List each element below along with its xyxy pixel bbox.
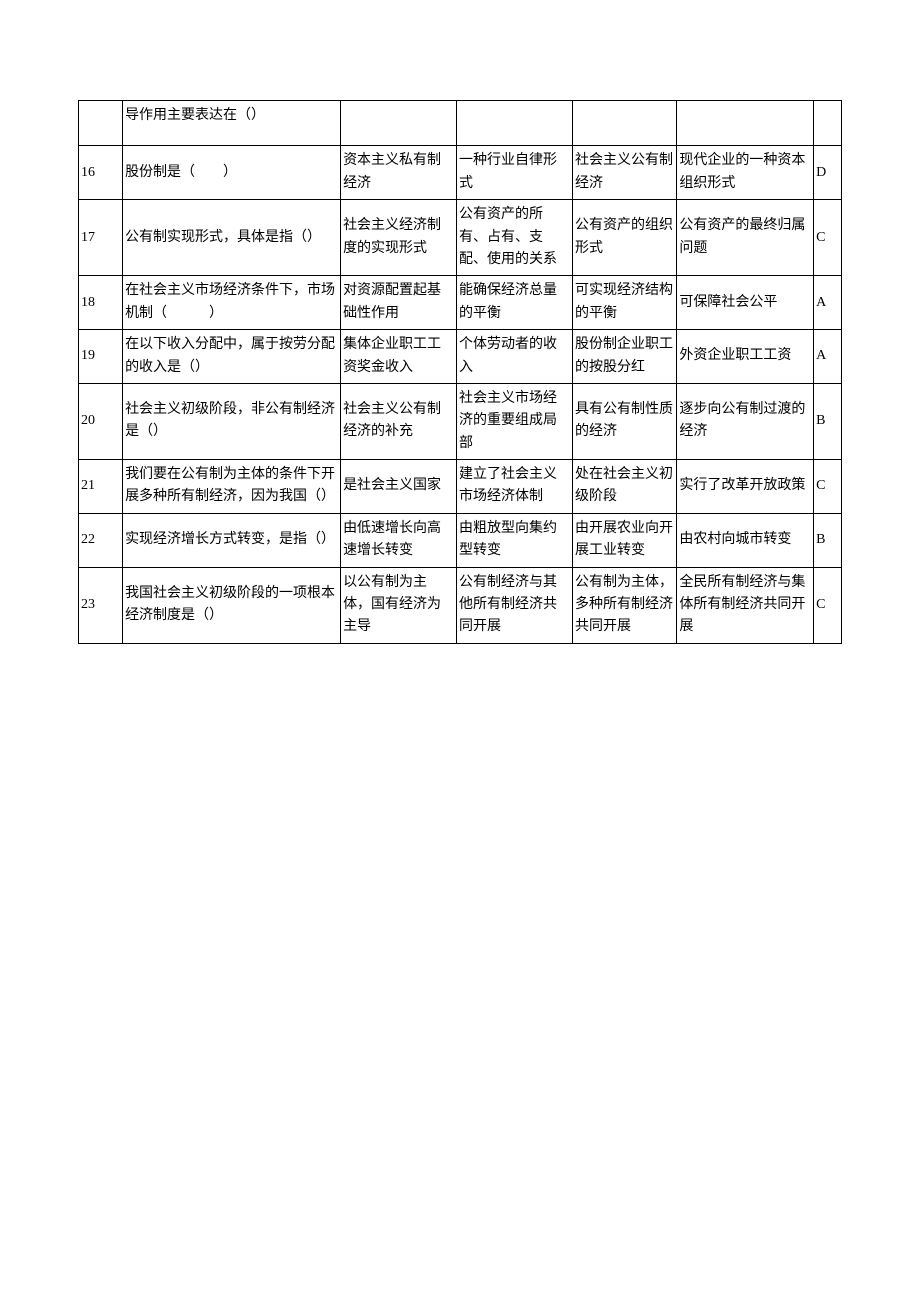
cell-answer bbox=[814, 101, 842, 146]
cell-number: 16 bbox=[79, 146, 123, 200]
cell-number: 21 bbox=[79, 460, 123, 514]
cell-option-a: 资本主义私有制经济 bbox=[341, 146, 457, 200]
cell-question: 社会主义初级阶段，非公有制经济是（） bbox=[123, 383, 341, 459]
table-row: 19在以下收入分配中，属于按劳分配的收入是（）集体企业职工工资奖金收入个体劳动者… bbox=[79, 330, 842, 384]
cell-option-a: 以公有制为主体，国有经济为主导 bbox=[341, 567, 457, 643]
table-row: 23我国社会主义初级阶段的一项根本经济制度是（）以公有制为主体，国有经济为主导公… bbox=[79, 567, 842, 643]
cell-option-d: 现代企业的一种资本组织形式 bbox=[677, 146, 814, 200]
cell-option-a: 社会主义经济制度的实现形式 bbox=[341, 200, 457, 276]
cell-option-b: 由粗放型向集约型转变 bbox=[457, 513, 573, 567]
cell-option-b: 个体劳动者的收入 bbox=[457, 330, 573, 384]
cell-question: 在以下收入分配中，属于按劳分配的收入是（） bbox=[123, 330, 341, 384]
cell-option-d: 全民所有制经济与集体所有制经济共同开展 bbox=[677, 567, 814, 643]
cell-option-d: 外资企业职工工资 bbox=[677, 330, 814, 384]
cell-option-c: 可实现经济结构的平衡 bbox=[572, 276, 676, 330]
cell-option-c: 社会主义公有制经济 bbox=[572, 146, 676, 200]
cell-option-c: 公有制为主体，多种所有制经济共同开展 bbox=[572, 567, 676, 643]
cell-option-c: 公有资产的组织形式 bbox=[572, 200, 676, 276]
cell-option-b: 社会主义市场经济的重要组成局部 bbox=[457, 383, 573, 459]
cell-option-d: 公有资产的最终归属问题 bbox=[677, 200, 814, 276]
table-row: 21我们要在公有制为主体的条件下开展多种所有制经济，因为我国（）是社会主义国家建… bbox=[79, 460, 842, 514]
cell-option-c: 股份制企业职工的按股分红 bbox=[572, 330, 676, 384]
cell-answer: D bbox=[814, 146, 842, 200]
cell-answer: B bbox=[814, 383, 842, 459]
cell-answer: A bbox=[814, 330, 842, 384]
cell-option-d: 实行了改革开放政策 bbox=[677, 460, 814, 514]
cell-answer: C bbox=[814, 200, 842, 276]
cell-option-d: 逐步向公有制过渡的经济 bbox=[677, 383, 814, 459]
cell-question: 导作用主要表达在（） bbox=[123, 101, 341, 146]
cell-number: 22 bbox=[79, 513, 123, 567]
cell-option-c bbox=[572, 101, 676, 146]
cell-question: 公有制实现形式，具体是指（） bbox=[123, 200, 341, 276]
cell-number: 19 bbox=[79, 330, 123, 384]
cell-option-a bbox=[341, 101, 457, 146]
cell-option-d bbox=[677, 101, 814, 146]
cell-question: 我国社会主义初级阶段的一项根本经济制度是（） bbox=[123, 567, 341, 643]
cell-answer: A bbox=[814, 276, 842, 330]
page: 导作用主要表达在（）16股份制是（ ）资本主义私有制经济一种行业自律形式社会主义… bbox=[0, 0, 920, 1301]
table-row: 18在社会主义市场经济条件下，市场机制（ ）对资源配置起基础性作用能确保经济总量… bbox=[79, 276, 842, 330]
cell-answer: C bbox=[814, 460, 842, 514]
cell-option-a: 社会主义公有制经济的补充 bbox=[341, 383, 457, 459]
cell-number: 17 bbox=[79, 200, 123, 276]
cell-number: 23 bbox=[79, 567, 123, 643]
cell-question: 实现经济增长方式转变，是指（） bbox=[123, 513, 341, 567]
cell-option-a: 是社会主义国家 bbox=[341, 460, 457, 514]
cell-option-a: 对资源配置起基础性作用 bbox=[341, 276, 457, 330]
cell-option-b: 公有资产的所有、占有、支配、使用的关系 bbox=[457, 200, 573, 276]
cell-option-b: 一种行业自律形式 bbox=[457, 146, 573, 200]
cell-option-b: 公有制经济与其他所有制经济共同开展 bbox=[457, 567, 573, 643]
cell-option-c: 处在社会主义初级阶段 bbox=[572, 460, 676, 514]
cell-option-c: 具有公有制性质的经济 bbox=[572, 383, 676, 459]
cell-option-a: 由低速增长向高速增长转变 bbox=[341, 513, 457, 567]
cell-question: 股份制是（ ） bbox=[123, 146, 341, 200]
table-row: 20社会主义初级阶段，非公有制经济是（）社会主义公有制经济的补充社会主义市场经济… bbox=[79, 383, 842, 459]
cell-option-d: 可保障社会公平 bbox=[677, 276, 814, 330]
table-row: 17公有制实现形式，具体是指（）社会主义经济制度的实现形式公有资产的所有、占有、… bbox=[79, 200, 842, 276]
cell-answer: C bbox=[814, 567, 842, 643]
cell-option-c: 由开展农业向开展工业转变 bbox=[572, 513, 676, 567]
question-table: 导作用主要表达在（）16股份制是（ ）资本主义私有制经济一种行业自律形式社会主义… bbox=[78, 100, 842, 644]
cell-number bbox=[79, 101, 123, 146]
table-body: 导作用主要表达在（）16股份制是（ ）资本主义私有制经济一种行业自律形式社会主义… bbox=[79, 101, 842, 644]
cell-number: 20 bbox=[79, 383, 123, 459]
cell-question: 在社会主义市场经济条件下，市场机制（ ） bbox=[123, 276, 341, 330]
cell-number: 18 bbox=[79, 276, 123, 330]
table-row: 导作用主要表达在（） bbox=[79, 101, 842, 146]
table-row: 22实现经济增长方式转变，是指（）由低速增长向高速增长转变由粗放型向集约型转变由… bbox=[79, 513, 842, 567]
cell-option-a: 集体企业职工工资奖金收入 bbox=[341, 330, 457, 384]
cell-answer: B bbox=[814, 513, 842, 567]
cell-option-d: 由农村向城市转变 bbox=[677, 513, 814, 567]
cell-question: 我们要在公有制为主体的条件下开展多种所有制经济，因为我国（） bbox=[123, 460, 341, 514]
table-row: 16股份制是（ ）资本主义私有制经济一种行业自律形式社会主义公有制经济现代企业的… bbox=[79, 146, 842, 200]
cell-option-b bbox=[457, 101, 573, 146]
cell-option-b: 建立了社会主义市场经济体制 bbox=[457, 460, 573, 514]
cell-option-b: 能确保经济总量的平衡 bbox=[457, 276, 573, 330]
